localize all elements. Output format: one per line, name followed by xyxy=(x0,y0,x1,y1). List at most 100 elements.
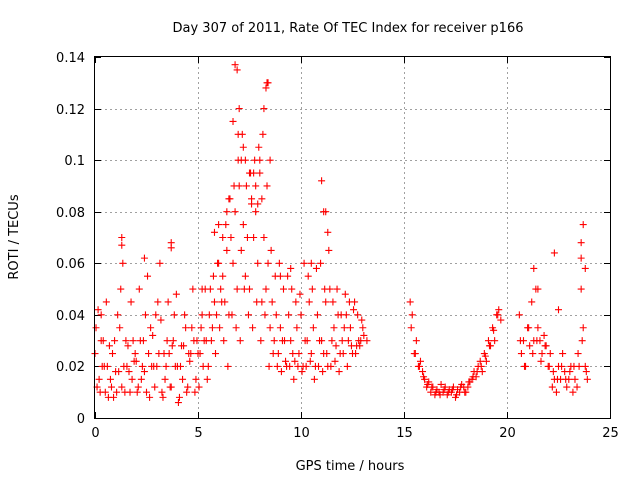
data-point xyxy=(290,375,298,383)
data-point xyxy=(516,337,524,345)
y-tick-label: 0.1 xyxy=(64,154,85,169)
data-point xyxy=(419,368,427,376)
data-point xyxy=(325,246,333,254)
data-point xyxy=(92,324,100,332)
data-point xyxy=(137,375,145,383)
y-tick-label: 0.02 xyxy=(56,360,85,375)
data-point xyxy=(96,388,104,396)
data-point xyxy=(570,362,578,370)
data-point xyxy=(289,350,297,358)
data-point xyxy=(250,169,258,177)
data-point xyxy=(160,350,168,358)
plot-frame xyxy=(94,56,611,419)
data-point xyxy=(123,362,131,370)
data-point xyxy=(473,368,481,376)
data-point xyxy=(337,311,345,319)
data-point xyxy=(148,362,156,370)
data-point xyxy=(224,362,232,370)
data-point xyxy=(252,208,260,216)
data-point xyxy=(341,290,349,298)
data-point xyxy=(573,383,581,391)
data-point xyxy=(149,331,157,339)
data-point xyxy=(97,337,105,345)
data-point xyxy=(316,337,324,345)
data-points xyxy=(91,61,591,407)
data-point xyxy=(321,285,329,293)
data-point xyxy=(158,388,166,396)
data-point xyxy=(159,393,167,401)
data-point xyxy=(534,324,542,332)
data-point xyxy=(219,272,227,280)
data-point xyxy=(234,130,242,138)
data-point xyxy=(331,357,339,365)
data-point xyxy=(227,234,235,241)
data-point xyxy=(300,259,308,267)
data-point xyxy=(356,342,364,350)
data-point xyxy=(578,337,586,345)
data-point xyxy=(266,156,274,164)
data-point xyxy=(549,368,557,376)
data-point xyxy=(448,386,456,394)
y-tick-label: 0.12 xyxy=(56,103,85,118)
data-point xyxy=(453,391,461,399)
data-point xyxy=(129,337,137,345)
data-point xyxy=(574,350,582,358)
data-point xyxy=(257,337,265,345)
data-point xyxy=(114,311,122,319)
y-tick-label: 0.14 xyxy=(56,51,85,66)
data-point xyxy=(329,298,337,306)
data-point xyxy=(151,383,159,391)
data-point xyxy=(262,84,270,92)
data-point xyxy=(264,259,272,267)
data-point xyxy=(296,290,304,298)
data-point xyxy=(138,362,146,370)
data-point xyxy=(106,375,114,383)
data-point xyxy=(180,342,188,350)
data-point xyxy=(161,375,169,383)
data-point xyxy=(308,285,316,293)
data-point xyxy=(552,388,560,396)
data-point xyxy=(205,311,213,319)
data-point xyxy=(276,324,284,332)
data-point xyxy=(167,244,175,252)
data-point xyxy=(189,285,197,293)
data-point xyxy=(116,324,124,332)
data-point xyxy=(515,311,523,319)
data-point xyxy=(322,298,330,306)
data-point xyxy=(287,264,295,272)
data-point xyxy=(322,208,330,216)
data-point xyxy=(191,388,199,396)
data-point xyxy=(182,324,190,332)
data-point xyxy=(548,383,556,391)
data-point xyxy=(220,337,228,345)
data-point xyxy=(172,290,180,298)
x-tick-label: 0 xyxy=(91,426,99,441)
data-point xyxy=(109,350,117,358)
data-point xyxy=(411,350,419,358)
data-point xyxy=(457,383,465,391)
data-point xyxy=(323,350,331,358)
data-point xyxy=(432,388,440,396)
data-point xyxy=(339,350,347,358)
data-point xyxy=(534,285,542,293)
data-point xyxy=(243,234,251,241)
data-point xyxy=(293,324,301,332)
data-point xyxy=(436,391,444,399)
data-point xyxy=(297,311,305,319)
data-point xyxy=(563,383,571,391)
data-point xyxy=(98,362,106,370)
data-point xyxy=(465,378,473,386)
data-point xyxy=(528,298,536,306)
data-point xyxy=(276,272,284,280)
data-point xyxy=(102,298,110,306)
data-point xyxy=(482,357,490,365)
data-point xyxy=(579,324,587,332)
data-point xyxy=(212,350,220,358)
data-point xyxy=(284,272,292,280)
data-point xyxy=(128,375,136,383)
data-point xyxy=(302,362,310,370)
data-point xyxy=(244,311,252,319)
data-point xyxy=(577,285,585,293)
data-point xyxy=(255,143,263,151)
data-point xyxy=(104,393,112,401)
